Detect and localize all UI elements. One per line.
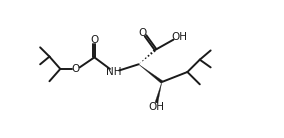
Text: O: O xyxy=(72,64,80,74)
Text: O: O xyxy=(90,35,99,45)
Text: OH: OH xyxy=(149,102,164,112)
Text: OH: OH xyxy=(171,32,187,42)
Text: NH: NH xyxy=(106,67,122,77)
Polygon shape xyxy=(155,82,162,103)
Text: O: O xyxy=(138,28,147,38)
Polygon shape xyxy=(139,64,163,83)
